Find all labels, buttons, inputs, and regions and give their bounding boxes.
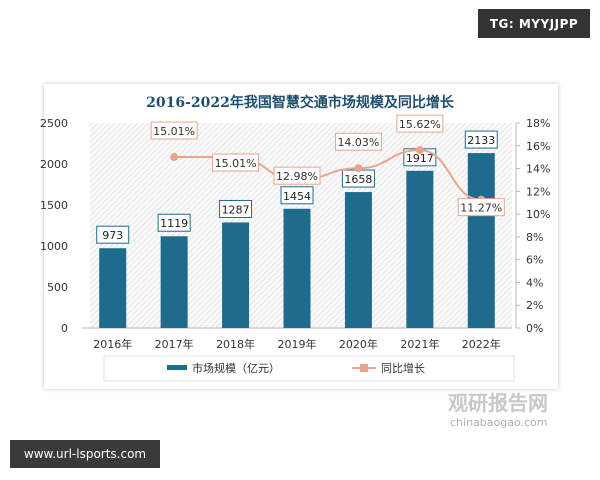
y2-tick-label: 10% bbox=[526, 208, 550, 221]
x-tick-label: 2022年 bbox=[462, 337, 501, 351]
growth-data-label: 11.27% bbox=[460, 202, 502, 215]
legend bbox=[103, 355, 515, 382]
bar bbox=[467, 153, 495, 328]
y-tick-label: 2500 bbox=[40, 117, 68, 130]
chart-title: 2016-2022年我国智慧交通市场规模及同比增长 bbox=[146, 94, 455, 111]
y2-tick-label: 8% bbox=[526, 231, 543, 244]
y2-tick-label: 4% bbox=[526, 276, 543, 289]
bar bbox=[283, 208, 311, 328]
x-tick-label: 2016年 bbox=[93, 337, 132, 351]
bar bbox=[406, 170, 434, 328]
y-tick-label: 2000 bbox=[40, 158, 68, 171]
growth-label-box bbox=[457, 198, 505, 217]
bar-data-label: 1454 bbox=[283, 190, 311, 203]
growth-label-box bbox=[212, 153, 260, 172]
bar-data-label: 1917 bbox=[406, 152, 434, 165]
bar bbox=[222, 222, 250, 328]
growth-point bbox=[170, 153, 179, 162]
growth-label-box bbox=[334, 132, 382, 151]
bar-data-label: 1658 bbox=[344, 173, 372, 186]
y2-tick-label: 18% bbox=[526, 117, 550, 130]
y-tick-label: 1000 bbox=[40, 240, 68, 253]
y2-tick-label: 2% bbox=[526, 299, 543, 312]
bar-label-box bbox=[157, 213, 191, 232]
bar-data-label: 1287 bbox=[222, 203, 250, 216]
bar-label-box bbox=[280, 186, 314, 205]
growth-label-box bbox=[150, 121, 198, 140]
bar bbox=[160, 236, 188, 328]
bar-data-label: 973 bbox=[102, 229, 123, 242]
bar-data-label: 1119 bbox=[160, 217, 188, 230]
x-tick-label: 2017年 bbox=[155, 337, 194, 351]
watermark-en: chinabaogao.com bbox=[450, 416, 548, 429]
site-url-label: www.url-lsports.com bbox=[10, 440, 160, 468]
growth-point bbox=[415, 146, 424, 155]
bar bbox=[99, 248, 127, 328]
bar bbox=[344, 192, 372, 328]
top-right-label: TG: MYYJJPP bbox=[478, 9, 590, 38]
bar-label-box bbox=[96, 225, 130, 244]
growth-label-box bbox=[273, 166, 321, 185]
y2-tick-label: 12% bbox=[526, 185, 550, 198]
y2-tick-label: 6% bbox=[526, 254, 543, 267]
growth-data-label: 15.01% bbox=[153, 125, 195, 138]
growth-label-box bbox=[396, 114, 444, 133]
y-tick-label: 500 bbox=[47, 281, 68, 294]
x-tick-label: 2020年 bbox=[339, 337, 378, 351]
y-tick-label: 1500 bbox=[40, 199, 68, 212]
bar-label-box bbox=[219, 199, 253, 218]
y2-tick-label: 14% bbox=[526, 163, 550, 176]
x-tick-label: 2021年 bbox=[400, 337, 439, 351]
growth-data-label: 15.01% bbox=[215, 157, 257, 170]
growth-data-label: 15.62% bbox=[399, 118, 441, 131]
y-tick-label: 0 bbox=[61, 322, 68, 335]
legend-line-marker bbox=[360, 364, 368, 372]
growth-point bbox=[354, 164, 363, 173]
legend-bar-swatch bbox=[167, 365, 187, 370]
legend-line-label: 同比增长 bbox=[381, 361, 425, 375]
y2-tick-label: 0% bbox=[526, 322, 543, 335]
bar-label-box bbox=[464, 130, 498, 149]
watermark-cn: 观研报告网 bbox=[448, 391, 548, 415]
growth-data-label: 12.98% bbox=[276, 170, 318, 183]
x-tick-label: 2018年 bbox=[216, 337, 255, 351]
bar-data-label: 2133 bbox=[467, 134, 495, 147]
x-tick-label: 2019年 bbox=[278, 337, 317, 351]
y2-tick-label: 16% bbox=[526, 140, 550, 153]
growth-data-label: 14.03% bbox=[337, 136, 379, 149]
legend-bar-label: 市场规模（亿元） bbox=[192, 361, 280, 375]
